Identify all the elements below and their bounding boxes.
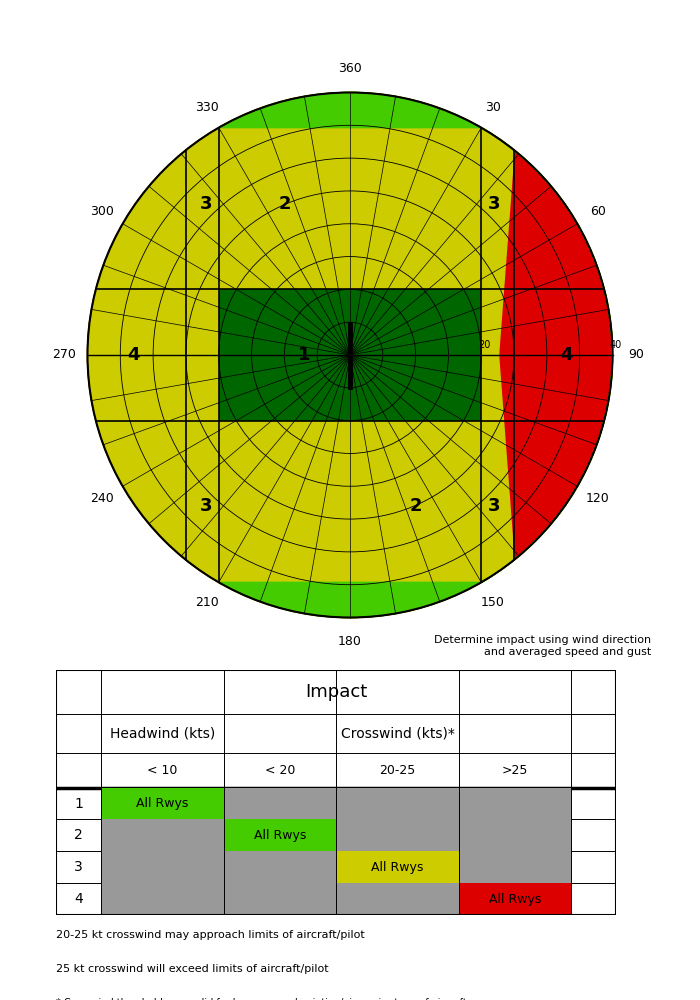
Bar (336, 788, 459, 819)
Text: < 20: < 20 (265, 764, 295, 777)
Text: 3: 3 (488, 195, 500, 213)
Polygon shape (218, 93, 612, 617)
Text: 4: 4 (127, 346, 140, 364)
Text: 360: 360 (338, 62, 362, 75)
Text: 4: 4 (74, 892, 83, 906)
Text: All Rwys: All Rwys (489, 893, 541, 906)
Text: All Rwys: All Rwys (372, 861, 424, 874)
Text: 180: 180 (338, 635, 362, 648)
Text: 3: 3 (74, 860, 83, 874)
Bar (101, 819, 224, 851)
Text: All Rwys: All Rwys (254, 829, 306, 842)
Polygon shape (482, 128, 612, 582)
Polygon shape (88, 93, 514, 617)
Bar (101, 788, 224, 819)
Bar (224, 883, 336, 915)
Polygon shape (186, 93, 612, 617)
Text: All Rwys: All Rwys (136, 797, 188, 810)
Text: 3: 3 (199, 195, 212, 213)
Bar (336, 851, 459, 883)
Text: 150: 150 (481, 596, 505, 609)
Text: 3: 3 (199, 497, 212, 515)
Text: Impact: Impact (305, 683, 367, 701)
Polygon shape (88, 93, 612, 617)
Bar (224, 851, 336, 883)
Text: 20: 20 (478, 340, 491, 350)
Text: < 10: < 10 (147, 764, 178, 777)
Text: >25: >25 (502, 764, 528, 777)
Text: 1: 1 (298, 346, 310, 364)
Bar (459, 851, 571, 883)
Text: 90: 90 (628, 349, 644, 361)
Text: 3: 3 (488, 497, 500, 515)
Bar (224, 819, 336, 851)
Text: Crosswind (kts)*: Crosswind (kts)* (341, 727, 454, 741)
Text: 270: 270 (52, 349, 76, 361)
Text: 240: 240 (90, 492, 114, 505)
Text: Headwind (kts): Headwind (kts) (110, 727, 215, 741)
Polygon shape (88, 128, 218, 582)
Bar (336, 819, 459, 851)
Text: 120: 120 (586, 492, 610, 505)
Polygon shape (219, 289, 482, 421)
Text: Determine impact using wind direction
and averaged speed and gust: Determine impact using wind direction an… (434, 635, 651, 657)
Text: 300: 300 (90, 205, 114, 218)
Bar (101, 883, 224, 915)
Text: 4: 4 (560, 346, 573, 364)
Text: 40: 40 (610, 340, 622, 350)
Text: 60: 60 (590, 205, 606, 218)
Bar (459, 788, 571, 819)
Text: 20-25 kt crosswind may approach limits of aircraft/pilot: 20-25 kt crosswind may approach limits o… (56, 930, 365, 940)
Bar (336, 883, 459, 915)
Text: 2: 2 (74, 828, 83, 842)
Text: 2: 2 (278, 195, 290, 213)
Text: * Crosswind thresholds are valid for large general aviation/air carrier type of : * Crosswind thresholds are valid for lar… (56, 998, 467, 1000)
Text: 330: 330 (195, 101, 219, 114)
Bar (459, 883, 571, 915)
Bar (224, 788, 336, 819)
Bar (459, 819, 571, 851)
Text: 30: 30 (485, 101, 501, 114)
Text: 20-25: 20-25 (379, 764, 416, 777)
Text: 2: 2 (410, 497, 422, 515)
Text: 1: 1 (74, 797, 83, 811)
Text: 210: 210 (195, 596, 219, 609)
Text: 25 kt crosswind will exceed limits of aircraft/pilot: 25 kt crosswind will exceed limits of ai… (56, 964, 328, 974)
Bar (101, 851, 224, 883)
